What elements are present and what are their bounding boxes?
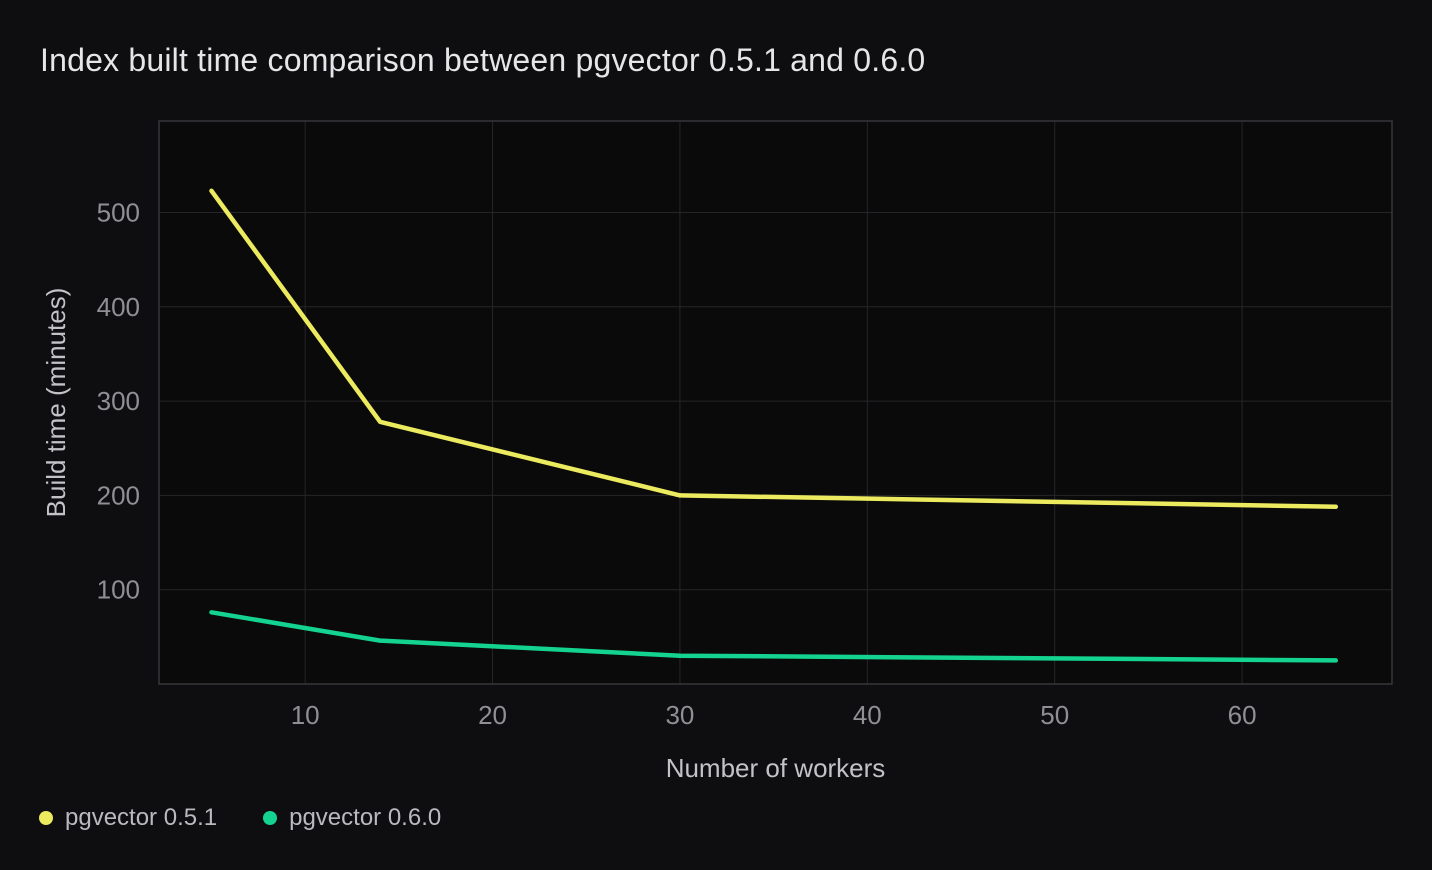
x-tick-label: 20 (478, 700, 507, 730)
chart-legend: pgvector 0.5.1 pgvector 0.6.0 (39, 804, 441, 832)
legend-dot-icon (39, 811, 53, 825)
chart-title: Index built time comparison between pgve… (40, 42, 926, 78)
series-line-pgvector-0-6-0 (209, 610, 1339, 663)
y-tick-label: 400 (97, 292, 140, 322)
x-tick-label: 40 (853, 700, 882, 730)
y-tick-label: 500 (97, 197, 140, 227)
legend-label: pgvector 0.6.0 (289, 804, 442, 831)
x-tick-label: 10 (291, 700, 320, 730)
legend-dot-icon (263, 811, 278, 825)
legend-item-pgvector-0-6-0: pgvector 0.6.0 (263, 804, 441, 832)
x-tick-label: 60 (1228, 700, 1257, 730)
plot-area (159, 121, 1392, 684)
x-tick-label: 50 (1040, 700, 1069, 730)
series-line-pgvector-0-5-1 (209, 188, 1339, 509)
legend-item-pgvector-0-5-1: pgvector 0.5.1 (39, 804, 217, 832)
y-tick-label: 100 (97, 575, 140, 605)
y-tick-label: 300 (97, 386, 140, 416)
legend-label: pgvector 0.5.1 (65, 804, 218, 831)
y-tick-label: 200 (97, 480, 140, 510)
plot-border (158, 120, 1393, 685)
x-tick-label: 30 (665, 700, 694, 730)
y-axis-title: Build time (minutes) (41, 288, 71, 518)
x-axis-title: Number of workers (666, 753, 886, 783)
